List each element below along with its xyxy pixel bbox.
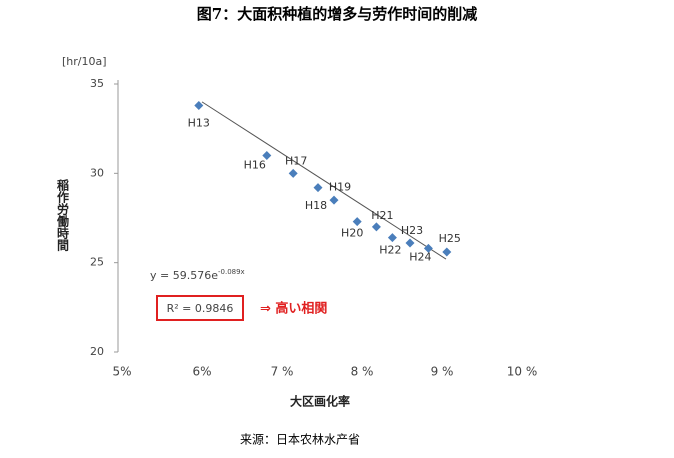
annotation: ⇒ 高い相関	[260, 301, 327, 317]
point-label: H19	[329, 181, 351, 194]
x-tick-label: 6%	[192, 365, 211, 379]
point-label: H16	[244, 158, 266, 171]
point-label: H17	[285, 154, 307, 167]
y-unit: [hr/10a]	[62, 55, 107, 68]
x-tick-label: 5%	[112, 365, 131, 379]
x-tick-label: 8 %	[351, 365, 374, 379]
y-tick-label: 25	[90, 256, 104, 269]
x-tick-label: 7 %	[271, 365, 294, 379]
equation-exponent: -0.089x	[218, 268, 245, 276]
point	[405, 238, 415, 248]
y-tick-label: 20	[90, 345, 104, 358]
point	[371, 222, 381, 232]
point-label: H13	[188, 116, 210, 129]
point	[387, 233, 397, 243]
point-label: H18	[305, 199, 327, 212]
x-tick-label: 10 %	[507, 365, 538, 379]
r-squared: R² = 0.9846	[167, 302, 234, 315]
chart-title: 图7：大面积种植的增多与劳作时间的削减	[197, 5, 477, 23]
point	[262, 150, 272, 160]
x-tick-label: 9 %	[431, 365, 454, 379]
point	[423, 243, 433, 253]
point-label: H23	[401, 224, 423, 237]
source: 来源：日本农林水产省	[240, 433, 360, 447]
point	[313, 183, 323, 193]
point	[329, 195, 339, 205]
x-axis-label: 大区画化率	[290, 394, 350, 409]
point-label: H20	[341, 227, 363, 240]
equation-base: y = 59.576e	[150, 269, 218, 282]
y-tick-label: 30	[90, 166, 104, 179]
point-label: H21	[371, 209, 393, 222]
point	[352, 217, 362, 227]
trendline	[201, 101, 447, 260]
y-axis-label: 稲作労働時間	[56, 178, 70, 252]
point-label: H24	[409, 250, 431, 263]
point	[442, 247, 452, 257]
equation: y = 59.576e-0.089x	[150, 268, 245, 282]
point-label: H25	[439, 232, 461, 245]
point-label: H22	[379, 244, 401, 257]
point	[288, 168, 298, 178]
y-tick-label: 35	[90, 77, 104, 90]
r-squared-box	[156, 295, 244, 321]
point	[194, 100, 204, 110]
